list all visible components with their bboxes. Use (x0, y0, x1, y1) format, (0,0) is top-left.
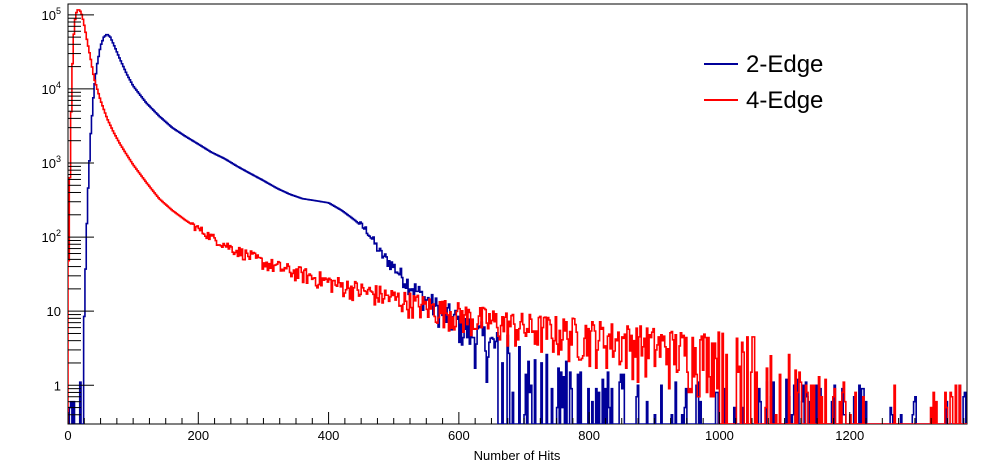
x-axis-title: Number of Hits (474, 448, 561, 463)
y-tick-label: 103 (42, 154, 61, 171)
x-tick-label: 800 (578, 428, 600, 443)
y-tick-label: 105 (42, 6, 61, 23)
x-tick-label: 1200 (835, 428, 864, 443)
y-tick-label: 102 (42, 228, 61, 245)
y-tick-label: 104 (42, 80, 61, 97)
legend-label-4-edge: 4-Edge (746, 87, 823, 114)
x-tick-label: 1000 (705, 428, 734, 443)
y-tick-label: 1 (54, 378, 61, 393)
legend-label-2-edge: 2-Edge (746, 51, 823, 78)
y-tick-label: 10 (47, 304, 61, 319)
series-layer (68, 9, 967, 424)
legend: 2-Edge 4-Edge (704, 51, 823, 114)
axis-layer: 0 200 400 600 800 1000 1200 1 10 102 103 104 105 (42, 6, 965, 443)
x-tick-label: 200 (187, 428, 209, 443)
series-line-4-edge (68, 9, 967, 424)
plot-frame (67, 3, 968, 425)
x-tick-label: 0 (64, 428, 71, 443)
x-tick-label: 400 (318, 428, 340, 443)
x-tick-label: 600 (448, 428, 470, 443)
